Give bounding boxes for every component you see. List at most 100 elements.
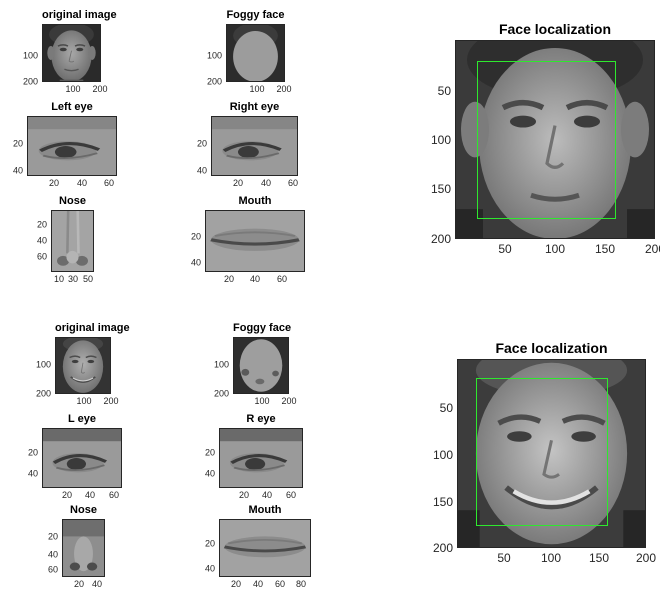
fig2-original-image-ytick: 100 <box>35 359 51 370</box>
fig2-face-localization-image <box>457 359 646 548</box>
fig1-face-localization-ytick: 200 <box>430 232 451 246</box>
fig2-foggy-face-title: Foggy face <box>233 322 292 334</box>
fig2-face-localization-ytick: 100 <box>432 448 453 462</box>
fig2-foggy-face: Foggy face 100 200 100 200 <box>214 322 297 406</box>
fig2-foggy-face-ytick: 100 <box>213 359 229 370</box>
fig2-r-eye-ytick: 20 <box>204 447 215 458</box>
fig1-mouth-ytick: 20 <box>190 231 201 242</box>
fig1-right-eye-xtick: 20 <box>232 178 244 188</box>
fig2-r-eye-xtick: 20 <box>238 490 250 500</box>
fig2-l-eye-title: L eye <box>68 413 96 425</box>
fig2-foggy-face-ytick: 200 <box>213 388 229 399</box>
fig1-right-eye-xtick: 60 <box>287 178 299 188</box>
fig2-nose-ytick: 20 <box>47 531 58 542</box>
fig1-mouth-title: Mouth <box>238 195 272 207</box>
fig1-left-eye-ytick: 20 <box>12 138 23 149</box>
fig1-nose-image <box>51 210 94 272</box>
fig2-nose: Nose 20 40 60 20 40 <box>48 504 105 589</box>
fig1-face-localization-xtick: 200 <box>644 242 660 256</box>
fig2-original-image: original image 100 200 100 200 <box>36 322 130 406</box>
fig2-r-eye-title: R eye <box>246 413 276 425</box>
fig1-nose-xtick: 30 <box>67 274 79 284</box>
fig1-right-eye-ytick: 20 <box>196 138 207 149</box>
fig1-right-eye: Right eye 20 40 20 40 60 <box>197 101 298 188</box>
fig2-face-localization-ytick: 150 <box>432 495 453 509</box>
fig1-left-eye-ytick: 40 <box>12 165 23 176</box>
fig1-nose-ytick: 60 <box>36 251 47 262</box>
fig1-original-image-ytick: 100 <box>22 50 38 61</box>
fig2-nose-image <box>62 519 105 577</box>
fig2-original-image-xtick: 100 <box>76 396 92 406</box>
fig2-foggy-face-xtick: 100 <box>254 396 270 406</box>
fig2-r-eye: R eye 20 40 20 40 60 <box>205 413 303 500</box>
fig1-mouth-xtick: 20 <box>223 274 235 284</box>
fig1-left-eye-xtick: 40 <box>76 178 88 188</box>
fig1-foggy-face-ytick: 100 <box>206 50 222 61</box>
fig1-foggy-face-xtick: 100 <box>249 84 265 94</box>
fig2-face-localization-xtick: 50 <box>497 551 511 565</box>
fig2-face-localization-xtick: 100 <box>540 551 562 565</box>
fig1-right-eye-title: Right eye <box>229 101 280 113</box>
fig1-mouth: Mouth 20 40 20 40 60 <box>191 195 305 284</box>
fig1-original-image: original image 100 200 100 200 <box>23 9 117 94</box>
fig2-r-eye-xtick: 40 <box>261 490 273 500</box>
fig1-face-localization: Face localization 50 100 150 200 50 100 150 200 <box>431 21 660 255</box>
fig2-r-eye-ytick: 40 <box>204 468 215 479</box>
fig1-face-localization-ytick: 50 <box>437 84 451 98</box>
fig1-mouth-image <box>205 210 305 272</box>
fig1-foggy-face-title: Foggy face <box>226 9 285 21</box>
fig2-mouth-xtick: 60 <box>274 579 286 589</box>
fig1-foggy-face-xtick: 200 <box>276 84 292 94</box>
fig2-r-eye-xtick: 60 <box>285 490 297 500</box>
fig1-nose-ytick: 20 <box>36 219 47 230</box>
fig1-right-eye-ytick: 40 <box>196 165 207 176</box>
fig1-foggy-face-image <box>226 24 285 82</box>
fig1-nose-title: Nose <box>59 195 86 207</box>
fig1-nose-ytick: 40 <box>36 235 47 246</box>
fig2-original-image-ytick: 200 <box>35 388 51 399</box>
fig2-l-eye-ytick: 20 <box>27 447 38 458</box>
fig2-original-image-image <box>55 337 111 394</box>
fig2-foggy-face-image <box>233 337 289 394</box>
fig2-l-eye-ytick: 40 <box>27 468 38 479</box>
fig2-face-localization-xtick: 150 <box>588 551 610 565</box>
fig1-nose-xtick: 10 <box>53 274 65 284</box>
fig1-mouth-ytick: 40 <box>190 257 201 268</box>
fig2-l-eye-image <box>42 428 122 488</box>
fig1-original-image-ytick: 200 <box>22 76 38 87</box>
fig2-original-image-title: original image <box>55 322 130 334</box>
fig2-face-localization-xtick: 200 <box>635 551 657 565</box>
fig2-l-eye: L eye 20 40 20 40 60 <box>28 413 122 500</box>
fig1-foggy-face: Foggy face 100 200 100 200 <box>207 9 292 94</box>
fig1-mouth-xtick: 60 <box>276 274 288 284</box>
fig1-original-image-xtick: 100 <box>65 84 81 94</box>
fig1-face-localization-xtick: 50 <box>498 242 512 256</box>
fig2-mouth-ytick: 40 <box>204 563 215 574</box>
fig1-left-eye-image <box>27 116 117 176</box>
fig2-mouth-ytick: 20 <box>204 538 215 549</box>
fig2-mouth-xtick: 40 <box>252 579 264 589</box>
fig2-face-localization-ytick: 200 <box>432 541 453 555</box>
fig1-left-eye-title: Left eye <box>51 101 93 113</box>
fig2-nose-title: Nose <box>70 504 97 516</box>
fig1-left-eye-xtick: 20 <box>48 178 60 188</box>
fig1-face-localization-image <box>455 40 655 239</box>
fig1-face-localization-xtick: 100 <box>544 242 566 256</box>
fig2-l-eye-xtick: 20 <box>61 490 73 500</box>
fig2-face-localization-title: Face localization <box>495 340 608 356</box>
fig1-foggy-face-ytick: 200 <box>206 76 222 87</box>
fig1-nose: Nose 20 40 60 10 30 50 <box>37 195 94 284</box>
fig2-mouth-xtick: 20 <box>230 579 242 589</box>
fig2-face-localization-bounding-box <box>476 378 608 526</box>
fig2-nose-xtick: 40 <box>91 579 103 589</box>
fig2-mouth-image <box>219 519 311 577</box>
fig2-face-localization: Face localization 50 100 150 200 50 100 150 200 <box>433 340 656 564</box>
fig1-face-localization-ytick: 150 <box>430 182 451 196</box>
fig1-mouth-xtick: 40 <box>249 274 261 284</box>
fig1-face-localization-title: Face localization <box>498 21 612 37</box>
fig2-nose-ytick: 60 <box>47 564 58 575</box>
fig1-left-eye-xtick: 60 <box>103 178 115 188</box>
fig1-face-localization-bounding-box <box>477 61 616 219</box>
fig2-face-localization-ytick: 50 <box>439 401 453 415</box>
